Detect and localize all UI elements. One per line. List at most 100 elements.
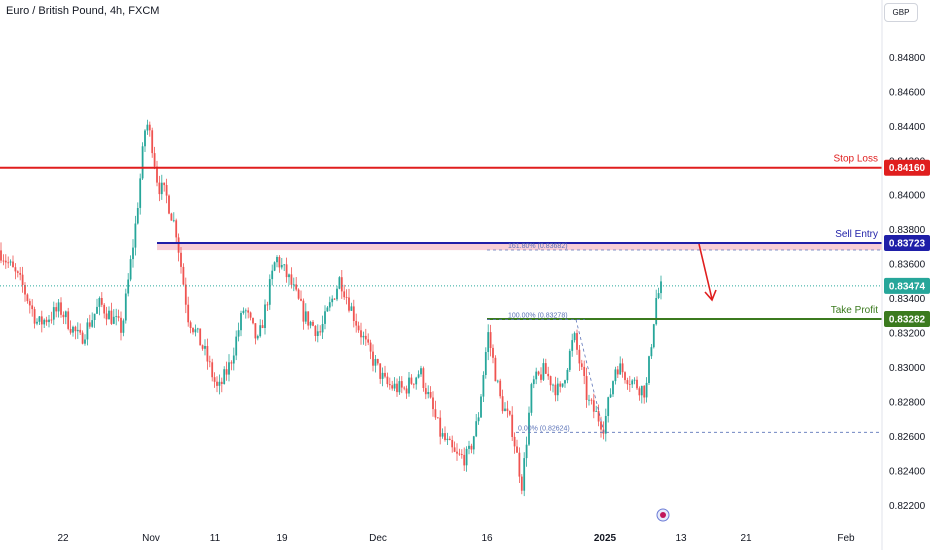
- candle-body: [650, 347, 653, 357]
- candle-body: [492, 347, 494, 358]
- candle-body: [619, 363, 622, 375]
- date-tick-label: 22: [57, 533, 69, 544]
- date-tick-label: Dec: [369, 533, 387, 544]
- candle-body: [636, 379, 638, 389]
- candle-body: [91, 320, 94, 327]
- candle-body: [144, 130, 146, 147]
- candle-body: [124, 293, 127, 321]
- candle-body: [302, 300, 305, 322]
- candle-body: [525, 444, 528, 459]
- candle-body: [381, 372, 384, 379]
- candle-body: [177, 237, 180, 253]
- candle-body: [604, 416, 607, 434]
- candle-body: [247, 310, 250, 313]
- candle-body: [580, 363, 583, 367]
- candle-body: [412, 383, 415, 385]
- price-tick-label: 0.84800: [889, 53, 926, 64]
- candle-body: [9, 261, 12, 263]
- candle-body: [600, 421, 602, 430]
- price-tick-label: 0.83600: [889, 260, 926, 271]
- candle-body: [408, 377, 410, 394]
- candle-body: [427, 392, 430, 395]
- candle-body: [112, 316, 115, 324]
- fib-level-label: 0.00% (0.82624): [518, 425, 570, 432]
- candle-body: [189, 322, 192, 328]
- candle-body: [324, 311, 326, 324]
- candle-body: [410, 377, 413, 384]
- candle-body: [544, 363, 547, 374]
- candle-body: [93, 313, 96, 320]
- take-profit-price-badge: [884, 311, 930, 327]
- candle-body: [38, 316, 41, 322]
- candle-body: [122, 320, 125, 333]
- price-tick-label: 0.84000: [889, 191, 926, 202]
- arrow-head-icon: [704, 289, 717, 302]
- candle-body: [283, 264, 286, 266]
- candle-body: [451, 440, 454, 448]
- candle-body: [393, 383, 396, 389]
- candle-body: [19, 273, 22, 275]
- candle-body: [372, 351, 374, 366]
- candle-body: [345, 297, 348, 298]
- price-tick-label: 0.82200: [889, 501, 926, 512]
- candle-body: [612, 381, 614, 395]
- candle-body: [136, 208, 139, 224]
- fib-connector: [575, 319, 605, 433]
- sell-entry-price-badge: [884, 235, 930, 251]
- candle-body: [511, 414, 514, 437]
- candle-body: [216, 381, 218, 386]
- candle-body: [573, 333, 576, 341]
- candle-body: [592, 400, 595, 412]
- currency-button[interactable]: GBP: [884, 3, 918, 22]
- candle-body: [468, 445, 470, 449]
- candle-body: [480, 396, 482, 418]
- candle-body: [33, 309, 36, 324]
- candle-body: [561, 383, 564, 387]
- candle-body: [156, 166, 158, 183]
- candle-body: [81, 332, 84, 344]
- candle-body: [537, 371, 540, 375]
- candle-body: [494, 357, 497, 382]
- candle-body: [129, 259, 132, 280]
- candle-body: [208, 361, 211, 363]
- candle-body: [424, 388, 427, 395]
- candle-body: [458, 453, 461, 455]
- candle-body: [504, 408, 506, 412]
- candle-body: [24, 285, 26, 295]
- candle-body: [240, 313, 242, 331]
- candle-body: [172, 220, 175, 222]
- candle-body: [532, 379, 535, 385]
- candle-body: [237, 330, 240, 337]
- candle-body: [559, 383, 562, 387]
- price-tick-label: 0.83200: [889, 329, 926, 340]
- candle-body: [420, 368, 422, 375]
- candle-body: [609, 394, 612, 398]
- candle-body: [45, 319, 48, 323]
- date-tick-label: 11: [210, 533, 221, 544]
- candle-body: [357, 325, 360, 331]
- candle-body: [460, 454, 463, 455]
- candle-body: [134, 223, 137, 248]
- candle-body: [98, 298, 101, 307]
- candle-body: [7, 262, 10, 264]
- fib-level-label: 100.00% (0.83278): [508, 313, 568, 320]
- candle-body: [554, 384, 557, 396]
- candle-body: [326, 307, 329, 312]
- candle-body: [168, 195, 170, 214]
- candle-body: [655, 298, 658, 325]
- candle-body: [141, 146, 144, 179]
- candle-body: [576, 333, 578, 350]
- candle-body: [2, 260, 5, 262]
- price-tick-label: 0.82400: [889, 466, 926, 477]
- candle-body: [456, 451, 458, 454]
- candle-body: [444, 433, 446, 440]
- candle-body: [595, 411, 598, 412]
- candle-body: [220, 381, 223, 384]
- candle-body: [218, 381, 221, 386]
- stop-loss-label: Stop Loss: [834, 154, 878, 165]
- candle-body: [316, 331, 319, 336]
- date-tick-label: Feb: [837, 533, 855, 544]
- price-tick-label: 0.83000: [889, 363, 926, 374]
- candle-body: [621, 363, 624, 373]
